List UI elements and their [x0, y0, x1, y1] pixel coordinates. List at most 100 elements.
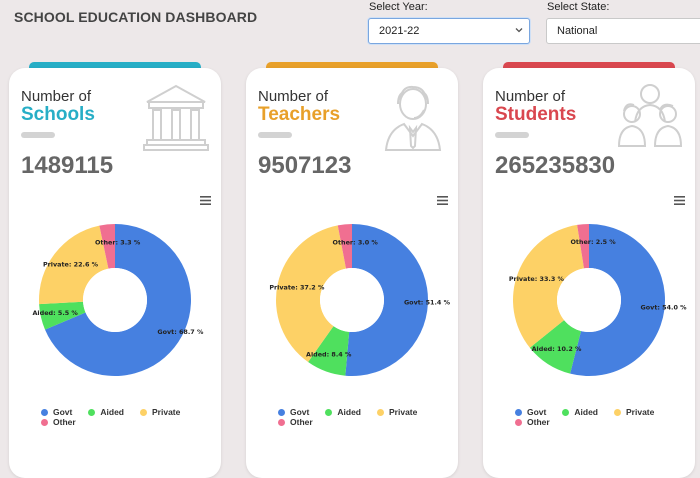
state-select-label: Select State: [547, 1, 610, 13]
legend-label: Private [626, 407, 655, 417]
donut-hole [557, 268, 621, 332]
legend-label: Other [53, 417, 76, 427]
legend-dot [88, 408, 96, 416]
slice-label-aided: Aided: 5.5 % [32, 309, 78, 317]
slice-label-govt: Govt: 68.7 % [157, 328, 204, 336]
card-title-prefix: Number of [21, 88, 92, 105]
legend-dot [278, 408, 285, 416]
schools-card-tab [29, 62, 201, 72]
slice-label-govt: Govt: 51.4 % [404, 299, 451, 307]
card-title-prefix: Number of [495, 88, 566, 105]
students-card-tab [503, 62, 675, 72]
legend-dot [278, 418, 285, 426]
teachers-card-tab [266, 62, 438, 72]
slice-label-private: Private: 22.6 % [43, 261, 99, 269]
slice-label-private: Private: 37.2 % [269, 284, 325, 292]
legend-label: Private [389, 407, 418, 417]
slice-aided[interactable] [529, 320, 582, 374]
legend-label: Govt [527, 407, 547, 417]
legend-dot [515, 418, 522, 426]
slice-label-private: Private: 33.3 % [509, 275, 565, 283]
legend-item-private[interactable]: Private [140, 407, 180, 417]
legend-item-private[interactable]: Private [614, 407, 654, 417]
legend-item-govt[interactable]: Govt [515, 407, 546, 417]
legend-label: Private [152, 407, 181, 417]
schools-donut-chart: Govt: 68.7 % Aided: 5.5 % Private: 22.6 % O… [32, 224, 204, 376]
year-select-value: 2021-22 [379, 25, 420, 37]
year-select-label: Select Year: [369, 1, 428, 13]
chevron-down-icon [515, 28, 523, 33]
slice-govt[interactable] [45, 224, 191, 376]
slice-private[interactable] [276, 225, 347, 363]
teacher-icon [384, 85, 442, 151]
slice-aided[interactable] [39, 301, 86, 330]
teachers-card: Number of Teachers 9507123 Govt: 51.4 % A… [246, 68, 458, 478]
legend-dot [562, 408, 570, 416]
card-value: 1489115 [21, 152, 114, 179]
chart-legend: Govt Aided Private Other [278, 407, 448, 427]
card-title-prefix: Number of [258, 88, 329, 105]
card-divider [495, 132, 529, 138]
slice-label-govt: Govt: 54.0 % [641, 303, 688, 311]
slice-other[interactable] [337, 224, 352, 269]
legend-item-other[interactable]: Other [515, 417, 550, 427]
teachers-donut-chart: Govt: 51.4 % Aided: 8.4 % Private: 37.2 % O… [269, 224, 451, 376]
legend-dot [325, 408, 333, 416]
state-select[interactable]: National [546, 18, 700, 44]
legend-dot [614, 408, 621, 416]
chart-menu-icon[interactable] [200, 196, 211, 205]
card-value: 9507123 [258, 152, 352, 179]
building-icon [143, 84, 209, 151]
students-card: Number of Students 265235830 Govt: 54.0 … [483, 68, 695, 478]
legend-label: Other [290, 417, 313, 427]
schools-card: Number of Schools 1489115 Govt: 68.7 % Ai… [9, 68, 221, 478]
card-value: 265235830 [495, 152, 616, 179]
slice-govt[interactable] [345, 224, 428, 376]
card-divider [258, 132, 292, 138]
chart-menu-icon[interactable] [437, 196, 448, 205]
legend-item-other[interactable]: Other [278, 417, 313, 427]
legend-item-govt[interactable]: Govt [278, 407, 309, 417]
students-donut-chart: Govt: 54.0 % Aided: 10.2 % Private: 33.3 %… [509, 224, 688, 376]
card-title: Schools [21, 104, 95, 125]
card-divider [21, 132, 55, 138]
legend-label: Govt [290, 407, 310, 417]
slice-label-aided: Aided: 8.4 % [306, 350, 352, 358]
chart-legend: Govt Aided Private Other [515, 407, 685, 427]
legend-item-private[interactable]: Private [377, 407, 417, 417]
legend-item-govt[interactable]: Govt [41, 407, 72, 417]
card-title: Students [495, 104, 577, 125]
legend-label: Aided [337, 407, 361, 417]
legend-dot [41, 408, 48, 416]
legend-dot [140, 408, 147, 416]
card-title: Teachers [258, 104, 341, 125]
page-title: SCHOOL EDUCATION DASHBOARD [14, 9, 258, 25]
state-select-value: National [557, 25, 598, 37]
slice-label-aided: Aided: 10.2 % [532, 345, 582, 353]
legend-dot [41, 418, 48, 426]
slice-label-other: Other: 3.3 % [95, 238, 141, 246]
legend-label: Other [527, 417, 550, 427]
legend-item-aided[interactable]: Aided [562, 407, 598, 417]
legend-label: Govt [53, 407, 73, 417]
slice-label-other: Other: 2.5 % [570, 238, 616, 246]
legend-label: Aided [574, 407, 598, 417]
slice-other[interactable] [577, 224, 589, 269]
legend-dot [515, 408, 522, 416]
slice-other[interactable] [99, 224, 115, 269]
slice-private[interactable] [513, 224, 584, 348]
legend-item-aided[interactable]: Aided [325, 407, 361, 417]
slice-private[interactable] [39, 225, 109, 305]
legend-item-aided[interactable]: Aided [88, 407, 124, 417]
legend-label: Aided [100, 407, 124, 417]
students-icon [617, 84, 683, 147]
slice-govt[interactable] [570, 224, 665, 376]
slice-aided[interactable] [308, 326, 350, 376]
chart-menu-icon[interactable] [674, 196, 685, 205]
year-select[interactable]: 2021-22 [368, 18, 530, 44]
chart-legend: Govt Aided Private Other [41, 407, 211, 427]
donut-hole [320, 268, 384, 332]
slice-label-other: Other: 3.0 % [333, 238, 379, 246]
legend-dot [377, 408, 384, 416]
legend-item-other[interactable]: Other [41, 417, 76, 427]
